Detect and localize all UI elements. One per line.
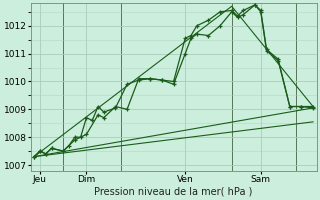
X-axis label: Pression niveau de la mer( hPa ): Pression niveau de la mer( hPa ) — [94, 187, 253, 197]
